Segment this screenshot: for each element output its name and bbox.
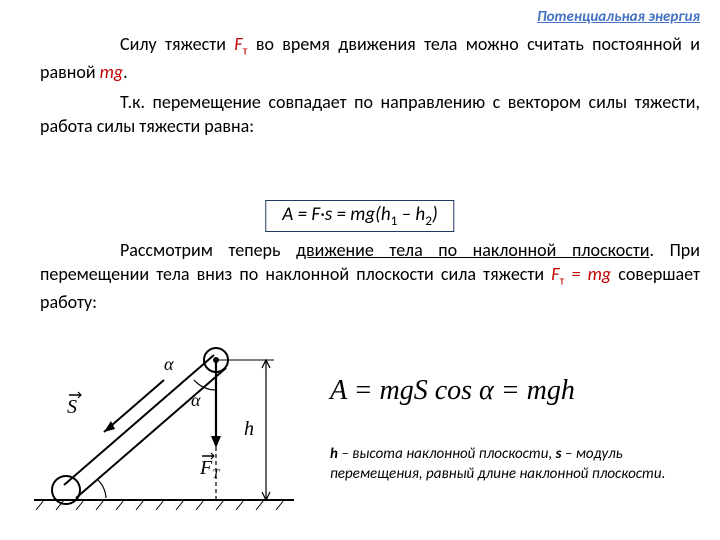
formula-box: A = F·s = mg(h1 – h2) (265, 200, 454, 232)
p3-underline: движение тела по наклонной плоскости (296, 239, 649, 261)
incline-diagram: h S FT α α (34, 340, 294, 515)
paragraph-2: Т.к. перемещение совпадает по направлени… (40, 90, 700, 139)
p3-ft: Fт = mg (551, 263, 611, 285)
p1-text-c: . (123, 61, 128, 83)
h-label: h (244, 418, 254, 440)
ft-label: FT (199, 457, 220, 481)
alpha-label-2: α (164, 354, 174, 374)
note-text: h – высота наклонной плоскости, s – моду… (330, 445, 690, 484)
formula-text: A = F·s = mg(h1 – h2) (282, 203, 437, 226)
p3-text-a: Рассмотрим теперь (120, 239, 296, 261)
alpha-label-1: α (191, 390, 201, 410)
p1-mg: mg (100, 61, 124, 83)
paragraph-1: Силу тяжести Fт во время движения тела м… (40, 32, 700, 84)
equation-2: A = mgS cos α = mgh (330, 375, 575, 407)
s-label: S (67, 396, 77, 418)
p1-ft: Fт (234, 33, 247, 55)
paragraph-3: Рассмотрим теперь движение тела по накло… (40, 238, 700, 314)
header-title: Потенциальная энергия (537, 8, 700, 26)
p1-text-a: Силу тяжести (120, 33, 234, 55)
